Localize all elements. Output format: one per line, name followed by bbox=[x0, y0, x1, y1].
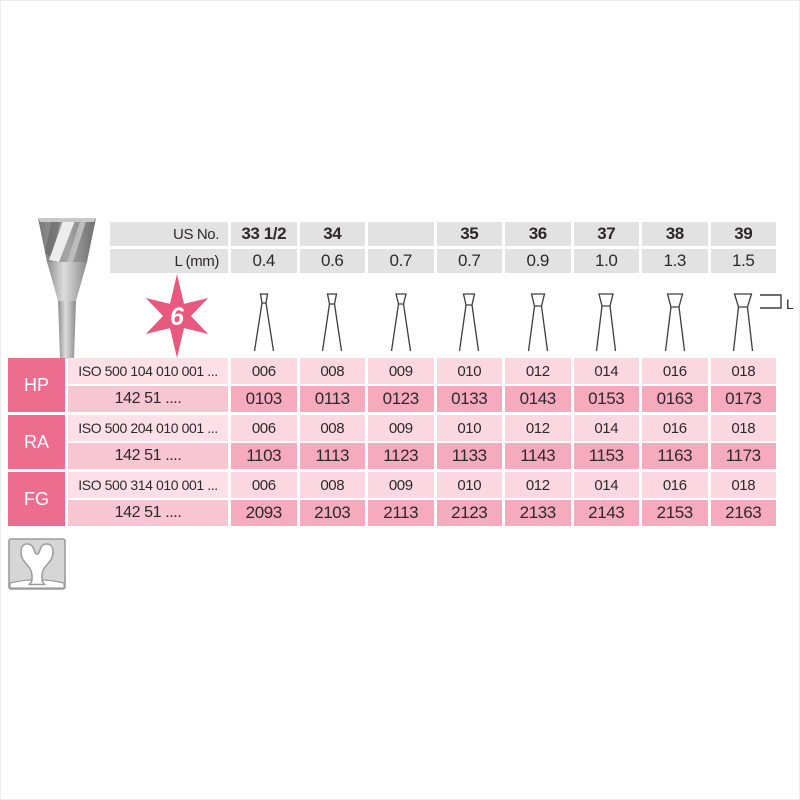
header-table: US No. 33 1/2 34 35 36 37 38 39 L (mm) 0… bbox=[110, 222, 776, 273]
us-number: 37 bbox=[573, 222, 639, 246]
us-number: 39 bbox=[710, 222, 776, 246]
l-mm-value: 0.7 bbox=[436, 249, 502, 273]
size-value: 014 bbox=[573, 358, 639, 384]
size-value: 018 bbox=[710, 415, 776, 441]
size-value: 010 bbox=[436, 472, 502, 498]
us-number: 35 bbox=[436, 222, 502, 246]
order-number: 2143 bbox=[573, 500, 639, 526]
size-value: 006 bbox=[231, 415, 297, 441]
size-value: 006 bbox=[231, 472, 297, 498]
order-table: HP ISO 500 104 010 001 ... 006 008 009 0… bbox=[8, 358, 776, 529]
inverted-cone-bur-outline-icon bbox=[459, 293, 480, 352]
order-number: 2103 bbox=[299, 500, 365, 526]
table-row-group-fg: FG ISO 500 314 010 001 ... 006 008 009 0… bbox=[8, 472, 776, 526]
size-value: 016 bbox=[642, 358, 708, 384]
order-number: 1103 bbox=[231, 443, 297, 469]
us-number: 38 bbox=[642, 222, 708, 246]
order-number: 2153 bbox=[642, 500, 708, 526]
six-point-star-icon: 6 bbox=[145, 274, 209, 358]
shank-type-label: RA bbox=[8, 415, 65, 469]
figure-number-badge: 6 bbox=[136, 272, 218, 365]
inverted-cone-bur-photo-icon bbox=[38, 218, 96, 359]
us-number bbox=[368, 222, 434, 246]
table-row-group-hp: HP ISO 500 104 010 001 ... 006 008 009 0… bbox=[8, 358, 776, 412]
l-mm-value: 1.3 bbox=[642, 249, 708, 273]
order-number: 2123 bbox=[436, 500, 502, 526]
size-value: 012 bbox=[505, 358, 571, 384]
order-number: 0143 bbox=[505, 386, 571, 412]
l-mm-value: 1.0 bbox=[573, 249, 639, 273]
order-number: 1143 bbox=[505, 443, 571, 469]
inverted-cone-bur-outline-icon bbox=[253, 293, 274, 352]
order-prefix: 142 51 .... bbox=[68, 500, 228, 526]
l-mm-label: L (mm) bbox=[110, 249, 228, 273]
order-number: 2093 bbox=[231, 500, 297, 526]
order-number: 0133 bbox=[436, 386, 502, 412]
inverted-cone-bur-outline-icon bbox=[322, 293, 343, 352]
cavity-undercut-icon bbox=[8, 538, 66, 590]
order-number: 0173 bbox=[710, 386, 776, 412]
iso-number: ISO 500 314 010 001 ... bbox=[68, 472, 228, 498]
size-value: 016 bbox=[642, 472, 708, 498]
order-number: 0163 bbox=[642, 386, 708, 412]
order-number: 2163 bbox=[710, 500, 776, 526]
order-number: 1163 bbox=[642, 443, 708, 469]
inverted-cone-bur-outline-icon bbox=[596, 293, 617, 352]
us-number: 33 1/2 bbox=[231, 222, 297, 246]
size-value: 014 bbox=[573, 415, 639, 441]
bur-silhouette-row bbox=[231, 292, 776, 354]
l-mm-value: 0.4 bbox=[231, 249, 297, 273]
size-value: 010 bbox=[436, 415, 502, 441]
order-number: 1173 bbox=[710, 443, 776, 469]
size-value: 008 bbox=[299, 415, 365, 441]
inverted-cone-bur-outline-icon bbox=[390, 293, 411, 352]
order-number: 0103 bbox=[231, 386, 297, 412]
size-value: 008 bbox=[299, 472, 365, 498]
order-number: 0113 bbox=[299, 386, 365, 412]
dimension-bracket-icon bbox=[760, 294, 782, 309]
iso-number: ISO 500 104 010 001 ... bbox=[68, 358, 228, 384]
size-value: 009 bbox=[368, 415, 434, 441]
l-mm-value: 0.6 bbox=[299, 249, 365, 273]
size-value: 009 bbox=[368, 358, 434, 384]
order-number: 2113 bbox=[368, 500, 434, 526]
size-value: 009 bbox=[368, 472, 434, 498]
table-row-group-ra: RA ISO 500 204 010 001 ... 006 008 009 0… bbox=[8, 415, 776, 469]
shank-type-label: HP bbox=[8, 358, 65, 412]
size-value: 008 bbox=[299, 358, 365, 384]
order-number: 1133 bbox=[436, 443, 502, 469]
size-value: 014 bbox=[573, 472, 639, 498]
size-value: 012 bbox=[505, 415, 571, 441]
l-mm-value: 0.9 bbox=[505, 249, 571, 273]
order-number: 0123 bbox=[368, 386, 434, 412]
size-value: 016 bbox=[642, 415, 708, 441]
inverted-cone-bur-outline-icon bbox=[664, 293, 685, 352]
inverted-cone-bur-outline-icon bbox=[733, 293, 754, 352]
order-number: 2133 bbox=[505, 500, 571, 526]
us-number: 34 bbox=[299, 222, 365, 246]
us-number: 36 bbox=[505, 222, 571, 246]
size-value: 010 bbox=[436, 358, 502, 384]
order-prefix: 142 51 .... bbox=[68, 386, 228, 412]
figure-number: 6 bbox=[170, 303, 185, 331]
us-no-label: US No. bbox=[110, 222, 228, 246]
iso-number: ISO 500 204 010 001 ... bbox=[68, 415, 228, 441]
size-value: 018 bbox=[710, 358, 776, 384]
l-mm-value: 0.7 bbox=[368, 249, 434, 273]
l-mm-value: 1.5 bbox=[710, 249, 776, 273]
inverted-cone-bur-outline-icon bbox=[527, 293, 548, 352]
shank-type-label: FG bbox=[8, 472, 65, 526]
size-value: 018 bbox=[710, 472, 776, 498]
length-marker-label: L bbox=[786, 296, 794, 312]
order-number: 1113 bbox=[299, 443, 365, 469]
head-length-marker: L bbox=[758, 291, 800, 320]
order-number: 1153 bbox=[573, 443, 639, 469]
size-value: 012 bbox=[505, 472, 571, 498]
order-number: 1123 bbox=[368, 443, 434, 469]
order-prefix: 142 51 .... bbox=[68, 443, 228, 469]
size-value: 006 bbox=[231, 358, 297, 384]
order-number: 0153 bbox=[573, 386, 639, 412]
